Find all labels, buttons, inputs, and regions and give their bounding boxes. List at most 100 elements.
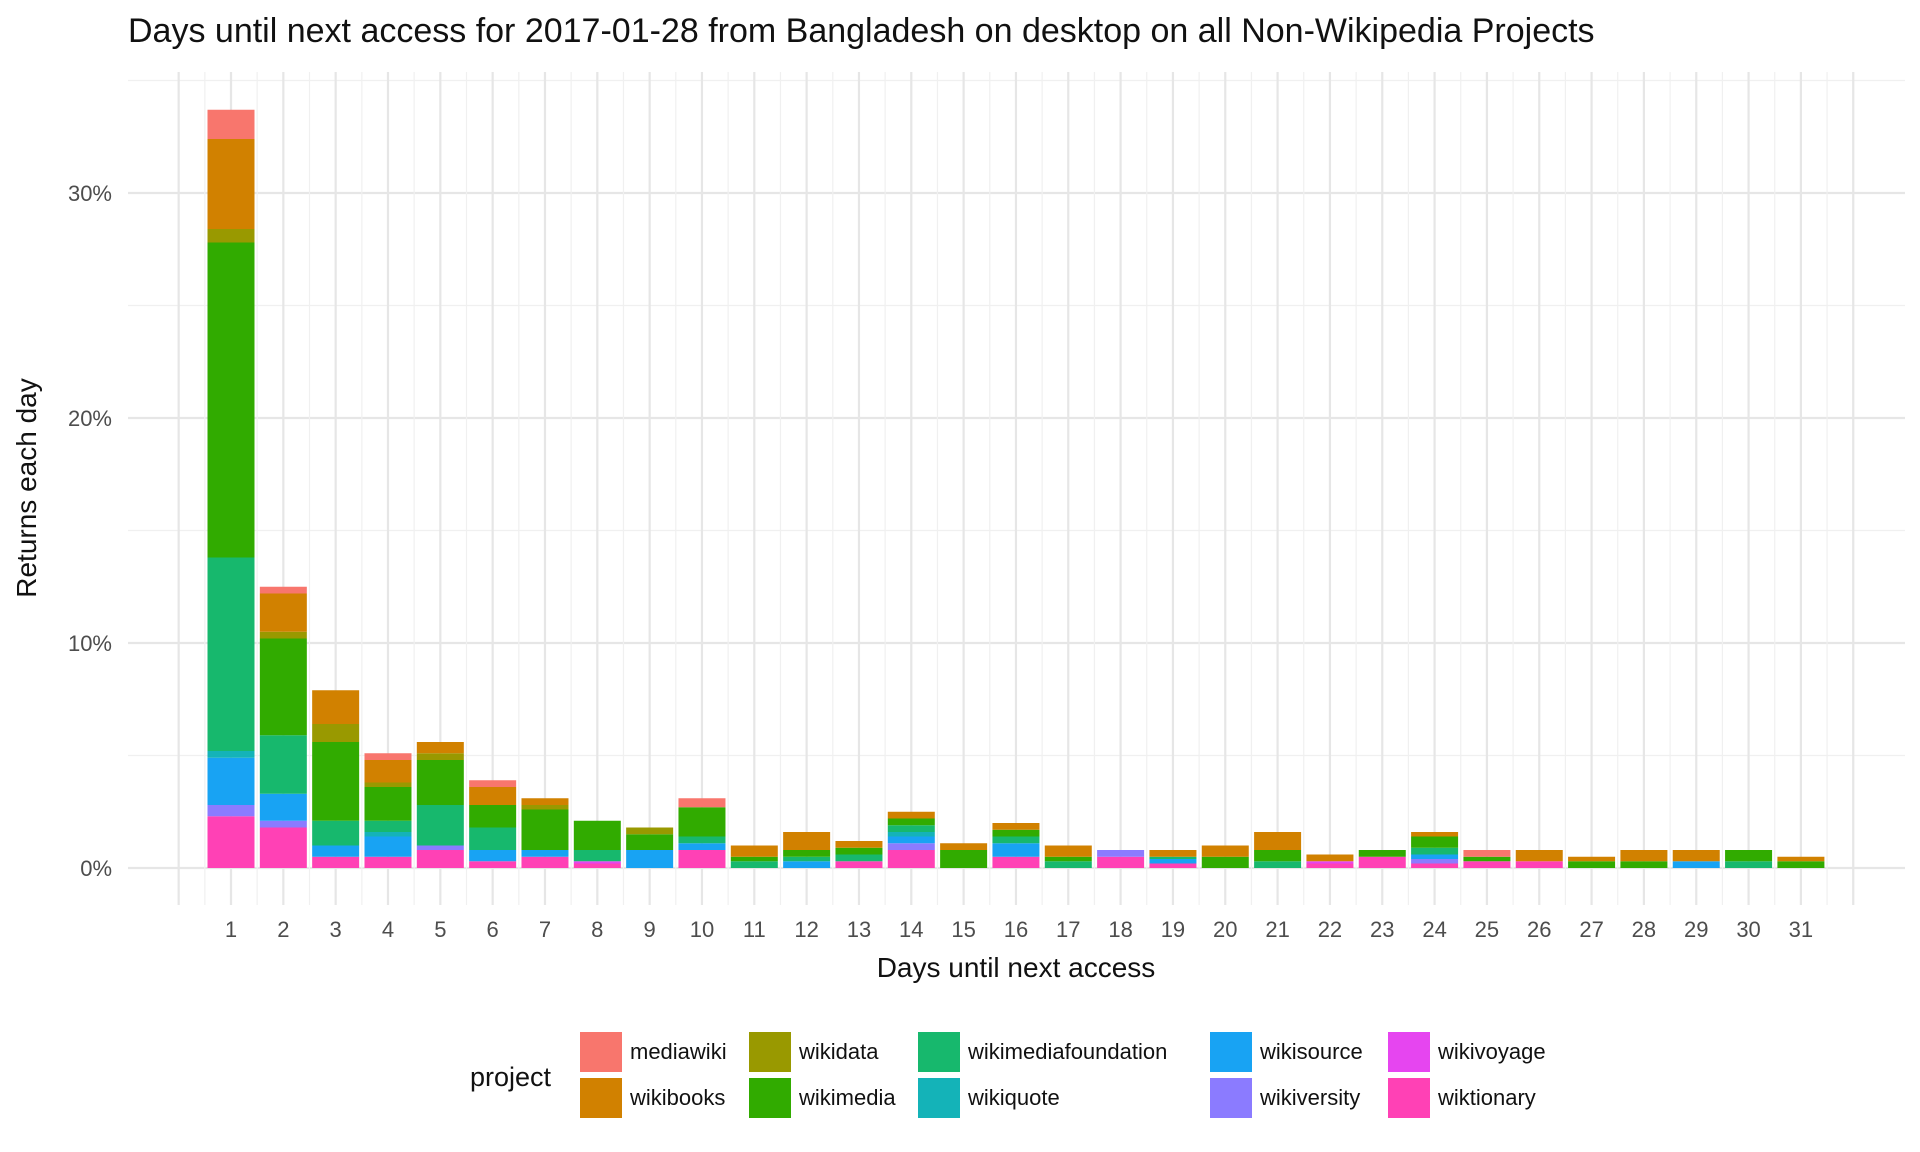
legend-item-wikivoyage: wikivoyage [1388,1032,1546,1072]
bar-segment-wikisource [259,793,307,821]
bar-segment-wikimedia [1725,850,1773,862]
chart-title: Days until next access for 2017-01-28 fr… [128,12,1595,50]
legend-key-wiktionary [1388,1078,1430,1118]
bar-segment-wikimedia [1254,850,1302,862]
bar-segment-wikidata [312,724,360,742]
bar-segment-wikibooks [1149,850,1197,857]
bar-segment-wikimedia [1777,861,1825,868]
x-tick-label: 18 [1108,917,1132,942]
bar-segment-mediawiki [1463,850,1511,857]
bar-segment-wikibooks [521,798,569,805]
legend-label: wikimediafoundation [968,1039,1168,1064]
x-tick-label: 17 [1056,917,1080,942]
bar-segment-wiktionary [1149,863,1197,868]
legend-label: wikidata [799,1039,879,1064]
x-tick-label: 21 [1265,917,1289,942]
bar-segment-wikibooks [416,742,464,754]
bar-segment-wikimediafoundation [259,735,307,794]
bar-segment-wikimedia [730,856,778,862]
legend-item-wikiversity: wikiversity [1210,1078,1361,1118]
x-tick-label: 14 [899,917,923,942]
bar-segment-wikimediafoundation [1149,856,1197,859]
bar-segment-mediawiki [364,753,412,760]
x-tick-label: 26 [1527,917,1551,942]
x-tick-label: 30 [1736,917,1760,942]
bar-segment-wiktionary [1306,863,1354,868]
bar-segment-wikimediafoundation [1254,861,1302,868]
bar-segment-wikimedia [992,829,1040,837]
bar-segment-wiktionary [259,827,307,868]
bar-segment-wikibooks [835,841,883,848]
legend-item-wikiquote: wikiquote [918,1078,1060,1118]
bar-segment-wikimediafoundation [783,856,831,862]
legend-label: wikiversity [1260,1085,1361,1110]
bar-segment-wiktionary [207,816,255,868]
bar-segment-wikiversity [1097,850,1145,857]
y-axis-title: Returns each day [11,378,42,597]
bar-segment-wikimedia [1620,861,1668,868]
legend-item-mediawiki: mediawiki [580,1032,727,1072]
legend-title: project [470,1062,552,1092]
bar-segment-wikiversity [259,820,307,828]
legend-label: wiktionary [1438,1085,1536,1110]
bar-segment-wiktionary [1411,863,1459,868]
bar-segment-wiktionary [1463,861,1511,868]
bar-segment-wikimedia [259,638,307,736]
bar-segment-wiktionary [835,861,883,868]
legend-label: mediawiki [630,1039,727,1064]
bar-segment-wikisource [1672,861,1720,868]
legend-key-wikimedia [749,1078,791,1118]
bar-segment-wikimedia [1358,850,1406,857]
y-tick-label: 0% [80,856,112,881]
bar-segment-wikiversity [887,843,935,850]
bar-segment-wikidata [364,782,412,787]
bar-segment-wikimedia [416,760,464,805]
x-tick-label: 22 [1318,917,1342,942]
bar-segment-wikimedia [1568,861,1616,868]
bar-segment-wikimediafoundation [1044,861,1092,868]
bar-segment-wikibooks [1568,856,1616,862]
bar-segment-wikimedia [678,807,726,837]
bar-segment-wikivoyage [573,861,621,864]
bar-segment-wikimedia [887,818,935,826]
x-tick-label: 24 [1422,917,1446,942]
bar-segment-wiktionary [469,861,517,868]
bar-segment-wiktionary [1515,861,1563,868]
bar-segment-wikimediafoundation [573,850,621,862]
x-tick-label: 19 [1161,917,1185,942]
bar-segment-wikimediafoundation [835,854,883,862]
bar-segment-wiktionary [887,850,935,868]
bar-segment-wiktionary [364,856,412,868]
bar-segment-wikimediafoundation [730,861,778,868]
bar-segment-wikiversity [207,805,255,817]
x-tick-label: 13 [847,917,871,942]
legend-key-wikimediafoundation [918,1032,960,1072]
legend-label: wikibooks [630,1085,726,1110]
bar-segment-wikimediafoundation [312,820,360,846]
bar-segment-wikimedia [783,850,831,857]
bar-segment-wikidata [207,229,255,243]
bar-segment-wikiversity [1411,859,1459,864]
legend-label: wikimedia [799,1085,896,1110]
y-tick-label: 20% [68,406,112,431]
bar-segment-wiktionary [521,856,569,868]
bar-segment-wiktionary [678,850,726,868]
legend-item-wiktionary: wiktionary [1388,1078,1536,1118]
bar-segment-mediawiki [678,798,726,808]
bar-segment-wikibooks [364,760,412,783]
bar-segment-wikibooks [1044,845,1092,857]
x-tick-label: 27 [1579,917,1603,942]
bar-segment-wikiquote [364,832,412,837]
bar-segment-wikisource [678,843,726,850]
x-tick-label: 20 [1213,917,1237,942]
bars [207,109,1825,868]
bar-segment-wikibooks [992,823,1040,830]
stacked-bar-chart: 0%10%20%30%1 2 3 4 5 6 7 8 9 10 11 12 13 14 15 16 17 18 19… [11,72,1905,983]
legend-key-mediawiki [580,1032,622,1072]
bar-segment-wikibooks [312,690,360,724]
bar-segment-wikimedia [1463,856,1511,862]
legend-key-wikidata [749,1032,791,1072]
bar-segment-wikisource [1149,859,1197,864]
bar-segment-wikimedia [521,809,569,850]
bar-segment-wikimediafoundation [416,805,464,846]
